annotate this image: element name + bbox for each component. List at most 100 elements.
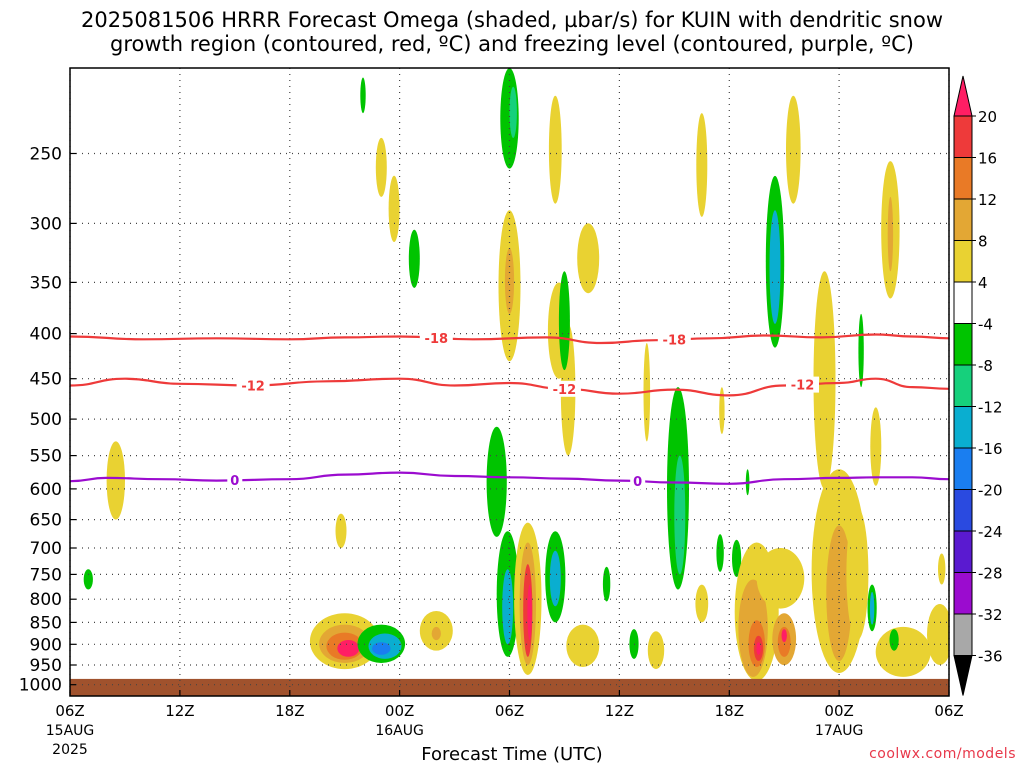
colorbar-label: -32 xyxy=(978,606,1003,624)
x-axis-title: Forecast Time (UTC) xyxy=(421,744,603,765)
omega-cell xyxy=(388,175,400,242)
x-tick-date: 16AUG xyxy=(375,723,424,739)
omega-cell xyxy=(732,539,742,578)
omega-cell xyxy=(938,553,946,585)
y-tick-label: 800 xyxy=(30,590,62,610)
temp-minus-18-line xyxy=(70,333,949,345)
omega-cell xyxy=(756,642,761,655)
y-tick-label: 1000 xyxy=(19,676,62,696)
temp-minus-12-label-bg xyxy=(786,376,819,393)
y-tick-label: 750 xyxy=(30,565,62,585)
x-tick-label: 06Z xyxy=(495,702,524,720)
omega-cell xyxy=(431,626,441,641)
omega-cell xyxy=(602,566,611,602)
y-tick-label: 300 xyxy=(30,214,62,234)
temp-minus-12-label: -12 xyxy=(553,383,577,398)
omega-cell xyxy=(927,604,949,665)
colorbar-label: -12 xyxy=(978,399,1003,417)
temp-minus-12-label-bg xyxy=(547,380,581,397)
omega-cell xyxy=(696,113,708,217)
omega-cell xyxy=(335,513,347,548)
y-tick-label: 250 xyxy=(30,145,62,165)
credit-link[interactable]: coolwx.com/models xyxy=(869,746,1016,762)
y-tick-label: 450 xyxy=(30,370,62,390)
time-axis: 06Z 15AUG 2025 12Z 18Z 00Z 16AUG 06Z 12Z 18Z 00Z 17… xyxy=(46,690,964,758)
colorbar-top-arrow xyxy=(953,75,973,117)
freezing-level-label-bg xyxy=(630,473,646,490)
y-tick-label: 700 xyxy=(30,539,62,559)
colorbar-label: -36 xyxy=(978,648,1003,666)
x-tick-label: 18Z xyxy=(275,702,304,720)
temp-minus-18-label-bg xyxy=(657,331,691,348)
colorbar-label: -8 xyxy=(978,357,993,375)
omega-cell xyxy=(674,455,686,575)
omega-cell xyxy=(577,223,600,294)
omega-cell xyxy=(870,407,882,486)
colorbar-label: 12 xyxy=(978,191,997,209)
colorbar-label: 4 xyxy=(978,274,988,292)
omega-cell xyxy=(558,271,570,371)
temp-minus-12-label: -12 xyxy=(791,379,815,394)
omega-cell xyxy=(504,248,515,314)
x-tick-label: 18Z xyxy=(715,702,744,720)
colorbar-segment xyxy=(953,489,973,532)
temperature-contours: -18 -18 -12 -12 -12 0 0 xyxy=(70,329,949,490)
temp-minus-18-label: -18 xyxy=(425,332,449,347)
colorbar-segment xyxy=(953,198,973,241)
temp-minus-12-label: -12 xyxy=(241,380,265,395)
omega-cell xyxy=(549,550,561,607)
colorbar-segment xyxy=(953,530,973,573)
temp-minus-18-label: -18 xyxy=(663,334,687,349)
y-tick-label: 600 xyxy=(30,480,62,500)
omega-cell xyxy=(719,387,725,435)
colorbar-segment xyxy=(953,406,973,449)
omega-cell xyxy=(106,441,126,520)
x-tick-label: 00Z xyxy=(385,702,414,720)
omega-cell xyxy=(889,629,899,651)
omega-cell xyxy=(756,548,805,609)
omega-cell xyxy=(716,534,724,572)
colorbar-segment xyxy=(953,447,973,490)
colorbar-segment xyxy=(953,281,973,324)
colorbar-label: -28 xyxy=(978,565,1003,583)
omega-cell xyxy=(502,569,514,645)
omega-cell xyxy=(769,210,781,324)
colorbar-label: -20 xyxy=(978,482,1003,500)
y-tick-label: 500 xyxy=(30,410,62,430)
freezing-level-label: 0 xyxy=(633,475,642,490)
omega-cell xyxy=(360,77,366,114)
colorbar-label: 20 xyxy=(978,108,997,126)
x-tick-date: 17AUG xyxy=(815,723,864,739)
omega-cell xyxy=(486,426,507,537)
y-tick-label: 550 xyxy=(30,447,62,467)
omega-cell xyxy=(83,569,93,590)
omega-cell xyxy=(695,584,709,623)
y-tick-label: 850 xyxy=(30,613,62,633)
omega-cell xyxy=(813,271,836,489)
colorbar-segment xyxy=(953,364,973,407)
grid xyxy=(69,68,950,696)
colorbar-segment xyxy=(953,323,973,366)
pressure-axis: 2503003504004505005506006507007508008509… xyxy=(19,145,76,696)
omega-cell xyxy=(548,95,562,204)
x-tick-label: 06Z xyxy=(934,702,963,720)
colorbar-label: 8 xyxy=(978,233,988,251)
omega-cell xyxy=(647,631,665,670)
omega-cell xyxy=(786,95,801,204)
colorbar: 20 16 12 8 4 -4 -8 -12 -16 -20 -24 -28 -32 -36 xyxy=(953,75,1003,696)
y-tick-label: 350 xyxy=(30,273,62,293)
colorbar-label: -16 xyxy=(978,440,1003,458)
x-tick-label: 12Z xyxy=(165,702,194,720)
omega-cell xyxy=(372,642,391,655)
freezing-level-line xyxy=(70,471,949,485)
y-tick-label: 950 xyxy=(30,656,62,676)
omega-cell xyxy=(408,229,420,288)
chart-title-line-1: 2025081506 HRRR Forecast Omega (shaded, … xyxy=(80,8,943,32)
x-tick-date: 15AUG xyxy=(46,723,95,739)
x-tick-label: 00Z xyxy=(824,702,853,720)
colorbar-segment xyxy=(953,157,973,200)
omega-cell xyxy=(375,137,387,197)
x-tick-label: 12Z xyxy=(605,702,634,720)
freezing-level-label: 0 xyxy=(230,474,239,489)
